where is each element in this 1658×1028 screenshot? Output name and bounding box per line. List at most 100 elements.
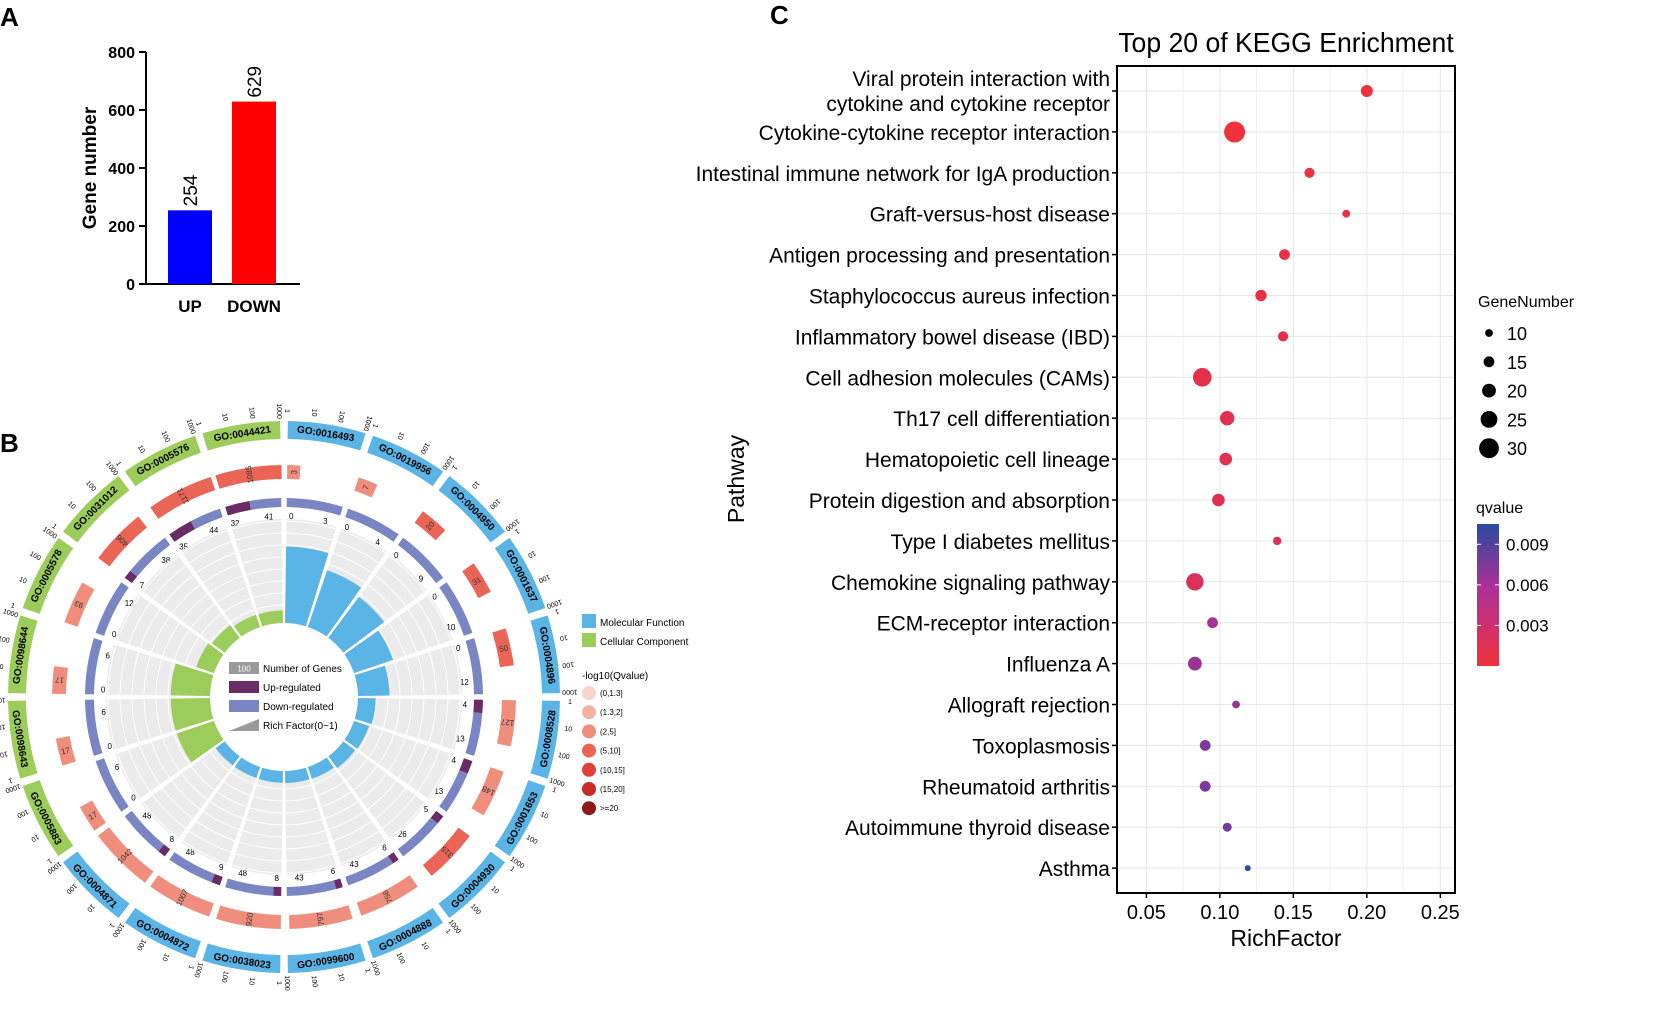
rich-factor-sector-bg — [349, 722, 453, 800]
go-term-band — [202, 421, 281, 451]
scale-tick-label: 100 — [557, 752, 570, 761]
up-regulated-segment — [273, 886, 282, 896]
legend-inner-swatch — [229, 700, 259, 712]
legend-qvalue-swatch — [582, 743, 596, 758]
scale-tick-label: 10 — [470, 479, 480, 490]
sector-grid-line — [200, 613, 223, 636]
scale-tick-label: 10 — [539, 811, 549, 821]
sector-grid-line — [388, 622, 406, 656]
scale-tick-label: 1000 — [185, 418, 197, 435]
down-regulated-segment — [465, 638, 483, 695]
gene-count-label: 920 — [244, 912, 255, 927]
rich-factor-bar — [344, 720, 370, 749]
up-count-label: 0 — [289, 512, 294, 521]
scale-tick-label: 1000 — [548, 777, 565, 788]
scale-tick-label: 1 — [7, 776, 13, 784]
legend-qvalue-label: (15,20] — [600, 785, 625, 794]
rich-factor-bar — [328, 596, 385, 653]
scale-tick-label: 100 — [525, 834, 539, 846]
kegg-bubble-panel: Top 20 of KEGG Enrichment 0.05 0.10 0.15 0.2… — [696, 26, 1575, 951]
sector-grid-line — [235, 853, 282, 862]
sector-grid-line — [397, 741, 418, 778]
size-legend-label: 20 — [1507, 382, 1527, 402]
sector-grid-line — [196, 552, 236, 574]
sector-grid-line — [397, 616, 418, 653]
sector-grid-line — [209, 801, 243, 819]
down-regulated-segment — [85, 638, 103, 695]
legend-category-label: Molecular Function — [600, 618, 684, 629]
sector-grid-line — [142, 555, 179, 592]
sector-grid-line — [417, 698, 425, 739]
down-count-label: 13 — [456, 734, 465, 743]
go-term-band — [530, 700, 560, 779]
panel-letter-b: B — [0, 428, 19, 458]
pathway-bubble — [1186, 573, 1204, 591]
legend-qvalue-swatch — [582, 705, 596, 720]
up-count-label: 8 — [275, 874, 280, 883]
color-legend-title: qvalue — [1476, 500, 1523, 517]
scale-tick-label: 10 — [564, 726, 573, 734]
go-term-band — [287, 421, 366, 451]
sector-grid-line — [367, 780, 397, 810]
up-regulated-segment — [124, 570, 138, 584]
legend-inner-label: Rich Factor(0~1) — [263, 721, 338, 732]
down-count-label: 38 — [161, 556, 170, 565]
sector-grid-line — [223, 781, 251, 796]
pathway-bubble — [1220, 411, 1235, 426]
go-term-band — [202, 943, 281, 973]
rich-factor-bar — [285, 767, 310, 784]
pathway-label: Th17 cell differentiation — [893, 408, 1110, 431]
sector-grid-line — [246, 818, 283, 826]
sector-grid-line — [152, 565, 187, 600]
panel-letter-c: C — [770, 0, 789, 30]
gene-count-bar — [215, 465, 282, 489]
sector-grid-line — [107, 644, 117, 695]
scale-tick-label: 10 — [85, 902, 95, 913]
down-regulated-segment — [190, 508, 223, 530]
gene-count-bar — [52, 666, 68, 694]
sector-grid-line — [242, 830, 283, 838]
rich-factor-bar — [307, 570, 362, 637]
down-count-label: 13 — [434, 787, 443, 796]
sector-grid-line — [394, 662, 401, 696]
size-legend-label: 15 — [1507, 353, 1527, 373]
scale-tick-label: 100 — [537, 572, 551, 583]
scale-tick-label: 100 — [159, 430, 170, 444]
go-term-band — [367, 435, 444, 487]
pathway-label: Intestinal immune network for IgA produc… — [696, 163, 1110, 186]
sector-grid-line — [353, 766, 378, 791]
down-regulated-segment — [286, 498, 343, 516]
scale-tick-label: 1000 — [275, 403, 282, 419]
pathway-bubble — [1279, 249, 1290, 260]
scale-tick-label: 1 — [46, 857, 53, 865]
pathway-bubble — [1277, 331, 1289, 342]
sector-grid-line — [235, 532, 282, 541]
sector-grid-line — [285, 784, 312, 790]
sector-grid-line — [249, 580, 283, 587]
legend-qvalue-swatch — [582, 686, 596, 700]
sector-grid-line — [285, 818, 322, 826]
scale-tick-label: 1 — [283, 409, 290, 413]
pathway-bubble — [1244, 865, 1251, 872]
sector-grid-line — [428, 651, 437, 695]
down-regulated-segment — [225, 878, 274, 896]
scale-tick-label: 1 — [194, 421, 202, 427]
gene-count-bar — [422, 827, 470, 876]
sector-grid-line — [128, 602, 151, 645]
sector-grid-line — [345, 758, 368, 781]
rich-factor-bar — [170, 698, 214, 731]
up-count-label: 0 — [345, 523, 350, 532]
sector-grid-line — [368, 730, 383, 758]
plot-frame — [1116, 65, 1456, 894]
sector-grid-line — [190, 603, 215, 628]
x-tick-label: 0.15 — [1274, 902, 1313, 924]
scale-tick-label: 100 — [336, 410, 345, 423]
pathway-bubble — [1272, 536, 1282, 546]
y-tick-label: 400 — [108, 161, 135, 178]
sector-grid-line — [150, 616, 171, 653]
gene-count-bar — [354, 477, 378, 498]
scale-tick-label: 100 — [247, 407, 255, 419]
gene-count-bar — [150, 476, 216, 519]
